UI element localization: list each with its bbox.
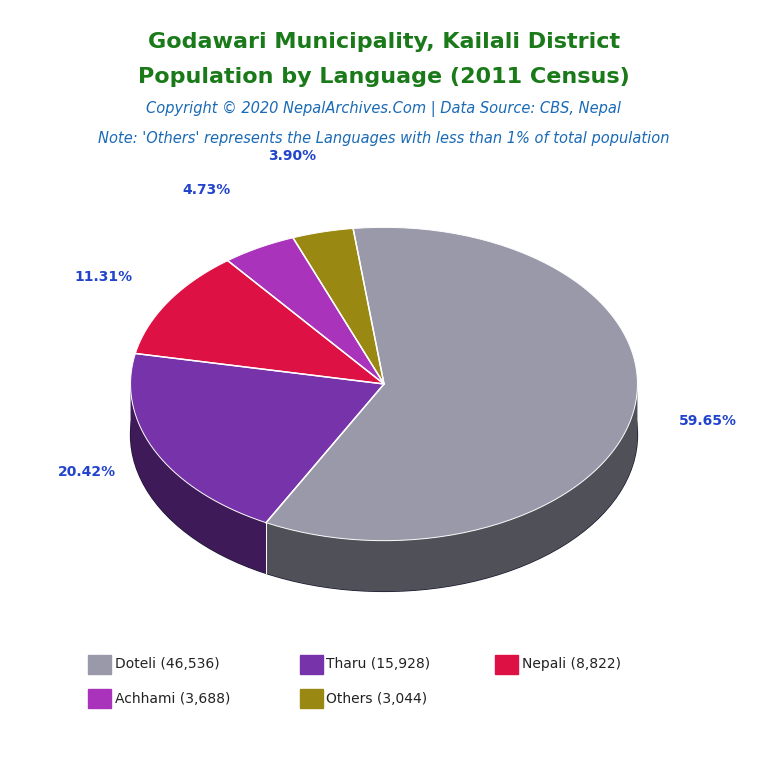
- Text: Population by Language (2011 Census): Population by Language (2011 Census): [138, 67, 630, 87]
- Polygon shape: [266, 227, 637, 541]
- Text: Achhami (3,688): Achhami (3,688): [115, 692, 230, 706]
- Polygon shape: [131, 353, 384, 523]
- Polygon shape: [135, 260, 384, 384]
- Text: Copyright © 2020 NepalArchives.Com | Data Source: CBS, Nepal: Copyright © 2020 NepalArchives.Com | Dat…: [147, 101, 621, 117]
- Text: Others (3,044): Others (3,044): [326, 692, 428, 706]
- Text: Note: 'Others' represents the Languages with less than 1% of total population: Note: 'Others' represents the Languages …: [98, 131, 670, 146]
- Text: 11.31%: 11.31%: [74, 270, 132, 284]
- Polygon shape: [293, 229, 384, 384]
- Text: 4.73%: 4.73%: [182, 184, 230, 197]
- Polygon shape: [266, 385, 637, 591]
- Text: Doteli (46,536): Doteli (46,536): [115, 657, 220, 671]
- Text: Godawari Municipality, Kailali District: Godawari Municipality, Kailali District: [148, 32, 620, 52]
- Text: 20.42%: 20.42%: [58, 465, 116, 478]
- Text: 59.65%: 59.65%: [679, 414, 737, 428]
- Polygon shape: [228, 238, 384, 384]
- Polygon shape: [131, 384, 266, 574]
- Text: Nepali (8,822): Nepali (8,822): [522, 657, 621, 671]
- Ellipse shape: [131, 278, 637, 591]
- Text: 3.90%: 3.90%: [268, 149, 316, 163]
- Text: Tharu (15,928): Tharu (15,928): [326, 657, 431, 671]
